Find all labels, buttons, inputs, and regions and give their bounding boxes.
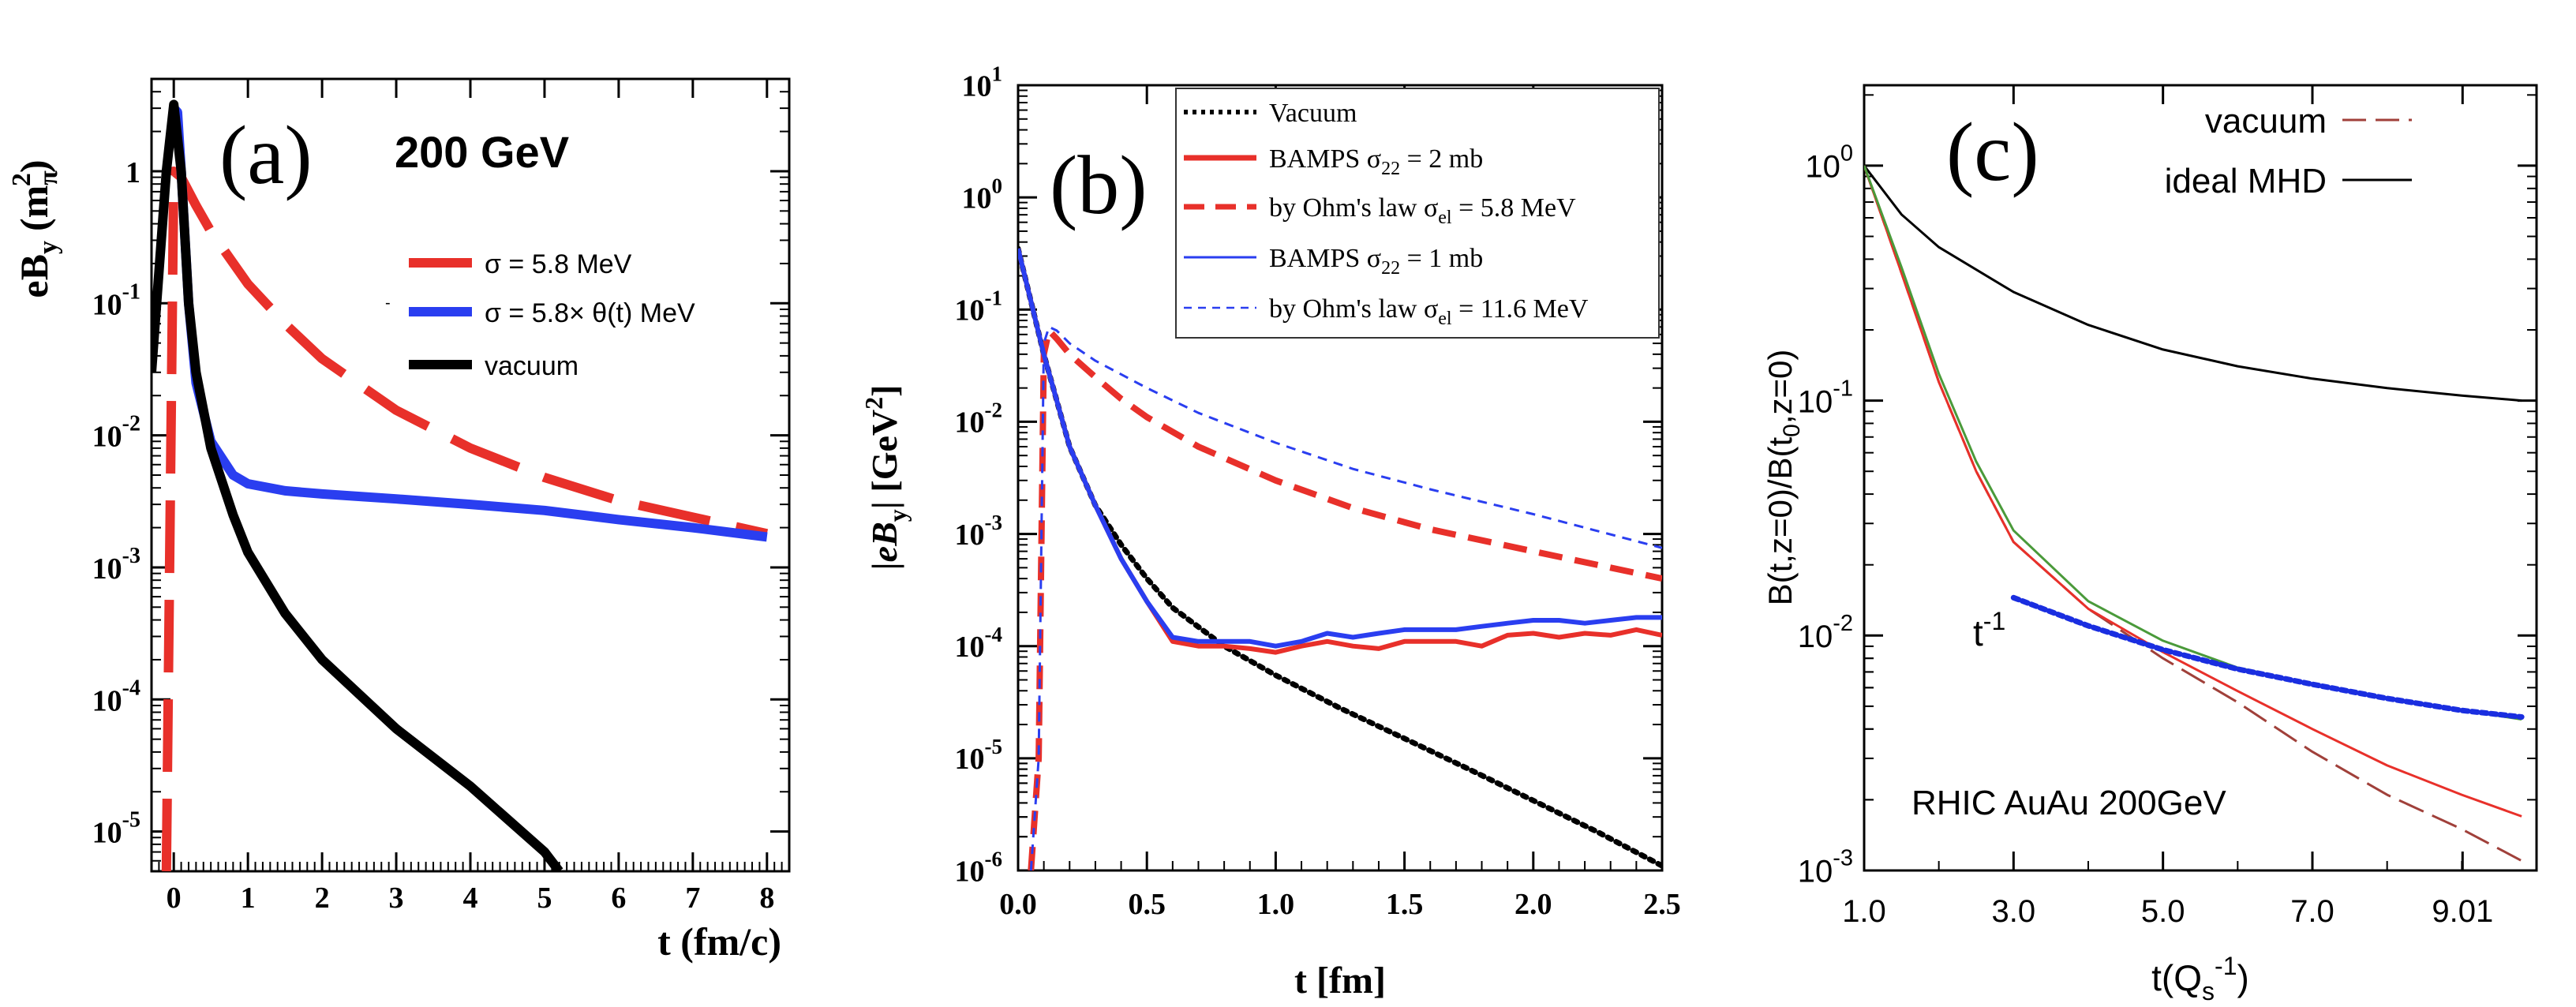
x-tick-label-a-4: 4 [463,882,478,915]
legend-label-b-2: by Ohm's law σel = 5.8 MeV [1269,193,1576,228]
x-tick-label-b-5: 2.5 [1643,888,1681,921]
panel-a-title: 200 GeV [395,127,569,177]
panel-b-y-tick-labels: 10-6 10-5 10-4 10-3 10-2 10-1 100 101 [955,62,1003,888]
y-tick-label-b-6: 100 [962,174,1003,215]
series-line-b-2 [1028,327,1662,870]
y-tick-label-b-1: 10-5 [955,735,1003,776]
panel-b-x-axis-label: t [fm] [1294,960,1386,1001]
x-tick-label-b-1: 0.5 [1128,888,1166,921]
panel-c-ticks [1863,85,2537,872]
panel-a-x-axis-label: t (fm/c) [657,919,781,964]
series-line-a-2 [152,99,564,871]
legend-label-a-2: vacuum [485,351,578,381]
series-line-b-0 [1018,245,1662,869]
y-tick-label-b-0: 10-6 [955,847,1003,888]
x-tick-label-a-3: 3 [389,882,404,915]
y-tick-label-b-3: 10-3 [955,511,1003,552]
x-tick-label-b-0: 0.0 [999,888,1037,921]
y-tick-label-c-3: 100 [1805,141,1853,185]
series-line-b-4 [1029,325,1662,870]
x-tick-label-a-1: 1 [241,882,256,915]
y-tick-label-b-2: 10-4 [955,623,1003,664]
y-tick-label-a-1: 10-4 [92,676,140,717]
y-tick-label-a-3: 10-2 [92,412,140,454]
panel-b-y-axis-label: |eBy| [GeV2] [859,385,912,571]
x-tick-label-c-3: 7.0 [2290,894,2334,929]
y-tick-label-a-0: 10-5 [92,808,140,850]
stray-mark: - [385,294,391,312]
y-tick-label-a-4: 10-1 [92,279,140,321]
panel-c-y-tick-labels: 10-3 10-2 10-1 100 [1798,141,1853,889]
x-tick-label-b-2: 1.0 [1257,888,1295,921]
x-tick-label-c-0: 1.0 [1842,894,1886,929]
legend-label-c-1: ideal MHD [2165,162,2327,200]
x-tick-label-c-1: 3.0 [1992,894,2036,929]
annotation-rhic: RHIC AuAu 200GeV [1911,784,2226,822]
x-tick-label-a-8: 8 [759,882,774,915]
panel-c: 1.0 3.0 5.0 7.0 9.01 10-3 10-2 10-1 100 (c) vac… [1762,84,2538,1005]
x-tick-label-b-3: 1.5 [1386,888,1424,921]
panel-a-legend: σ = 5.8 MeV σ = 5.8× θ(t) MeV vacuum - [385,249,695,381]
annotation-t-inverse: t-1 [1973,607,2005,653]
y-tick-label-c-2: 10-1 [1798,376,1853,419]
panel-c-x-axis-label: t(Qs-1) [2151,952,2249,1005]
x-tick-label-b-4: 2.0 [1515,888,1552,921]
panel-c-series [1864,164,2525,863]
legend-label-a-0: σ = 5.8 MeV [485,249,632,279]
series-line-c-1 [1864,164,2522,402]
panel-c-label: (c) [1946,106,2039,198]
y-tick-label-c-1: 10-2 [1798,611,1853,654]
panel-c-frame [1863,84,2538,872]
series-line-b-3 [1018,248,1662,649]
panel-a-label: (a) [219,109,313,201]
panel-b-series [1018,245,1662,870]
series-line-c-4 [2010,594,2525,720]
panel-c-y-axis-label: B(t,z=0)/B(t0,z=0) [1762,350,1805,606]
panel-b-legend-box [1175,88,1660,339]
panel-a-y-axis-label: eBy(mπ2) [7,159,63,298]
panel-c-legend: vacuum ideal MHD [2165,102,2412,200]
x-tick-label-a-6: 6 [611,882,626,915]
x-tick-label-a-2: 2 [315,882,330,915]
x-tick-label-a-0: 0 [167,882,182,915]
panel-b-label: (b) [1050,139,1148,231]
legend-label-b-4: by Ohm's law σel = 11.6 MeV [1269,294,1589,329]
series-line-c-2 [1864,165,2522,818]
y-tick-label-b-5: 10-1 [955,286,1003,328]
y-tick-label-a-2: 10-3 [92,544,140,586]
panel-c-x-tick-labels: 1.0 3.0 5.0 7.0 9.01 [1842,894,2493,929]
legend-label-b-3: BAMPS σ22 = 1 mb [1269,244,1483,279]
panel-a: 0 1 2 3 4 5 6 7 8 10-5 10-4 10-3 10-2 10-1 1 (a) 200 … [7,77,791,964]
x-tick-label-c-4: 9.01 [2432,894,2493,929]
panel-a-series [152,99,769,871]
panel-a-y-tick-labels: 10-5 10-4 10-3 10-2 10-1 1 [92,156,140,850]
panel-b: 0.0 0.5 1.0 1.5 2.0 2.5 10-610-510-410-310-21… [859,62,1681,1001]
panel-b-frame [1017,84,1664,872]
y-tick-label-b-7: 101 [962,62,1003,103]
panel-b-x-tick-labels: 0.0 0.5 1.0 1.5 2.0 2.5 [999,888,1681,921]
y-tick-label-a-5: 1 [125,156,140,189]
legend-label-b-1: BAMPS σ22 = 2 mb [1269,144,1483,179]
y-tick-label-b-4: 10-2 [955,399,1003,440]
x-tick-label-a-5: 5 [537,882,552,915]
panel-b-legend: Vacuum BAMPS σ22 = 2 mb by Ohm's law σel… [1175,88,1660,339]
x-tick-label-a-7: 7 [685,882,700,915]
y-tick-label-c-0: 10-3 [1798,846,1853,889]
legend-label-a-1: σ = 5.8× θ(t) MeV [485,298,695,328]
series-line-c-0 [1864,165,2522,863]
legend-label-b-0: Vacuum [1269,99,1357,128]
x-tick-label-c-2: 5.0 [2141,894,2185,929]
panel-a-x-tick-labels: 0 1 2 3 4 5 6 7 8 [167,882,775,915]
legend-label-c-0: vacuum [2205,102,2327,140]
series-line-c-3 [1864,165,2522,721]
